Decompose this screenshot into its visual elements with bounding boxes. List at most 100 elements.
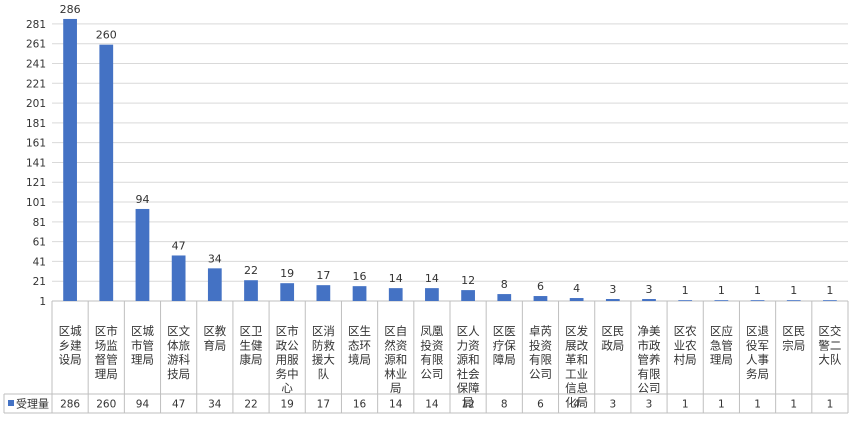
- category-label: 援大: [312, 353, 335, 367]
- category-label: 政公: [276, 338, 299, 352]
- category-label: 化局: [565, 396, 588, 410]
- category-label: 宗局: [782, 338, 805, 352]
- category-label: 区自: [384, 324, 407, 338]
- y-tick-label: 101: [26, 197, 46, 209]
- category-label: 理局: [95, 367, 118, 381]
- category-label: 区民: [782, 324, 805, 338]
- category-label: 态环: [348, 338, 371, 352]
- legend-label: 受理量: [16, 398, 49, 411]
- category-label: 防救: [312, 338, 335, 352]
- data-label: 17: [316, 269, 330, 282]
- bar: [569, 298, 584, 301]
- table-value: 22: [244, 399, 257, 411]
- bar: [99, 44, 114, 301]
- y-tick-label: 121: [26, 177, 46, 189]
- bar: [171, 255, 186, 301]
- bar: [425, 288, 439, 301]
- category-label: 场监: [95, 338, 118, 352]
- data-label: 47: [172, 239, 186, 252]
- table-value: 1: [754, 399, 761, 411]
- category-label: 力资: [457, 338, 480, 352]
- category-label: 净美: [638, 324, 661, 338]
- category-label: 务中: [276, 367, 299, 381]
- category-label: 体旅: [167, 338, 190, 352]
- category-label: 区市: [95, 324, 118, 338]
- category-label: 役军: [746, 338, 769, 352]
- y-tick-label: 241: [26, 58, 46, 70]
- bar: [497, 294, 512, 301]
- category-label: 区消: [312, 324, 335, 338]
- category-label: 投资: [420, 338, 443, 352]
- category-label: 管养: [638, 353, 661, 367]
- table-value: 1: [682, 399, 689, 411]
- table-value: 14: [425, 399, 439, 411]
- category-label: 保障: [457, 381, 480, 395]
- category-label: 警二: [818, 338, 841, 352]
- category-label: 心: [281, 381, 293, 395]
- category-label: 障局: [493, 353, 516, 367]
- category-label: 公司: [420, 367, 443, 381]
- data-label: 14: [389, 272, 403, 285]
- data-label: 1: [754, 284, 761, 297]
- table-value: 17: [317, 399, 330, 411]
- bar: [533, 296, 548, 301]
- category-label: 社会: [457, 367, 480, 381]
- y-tick-label: 141: [26, 157, 46, 169]
- category-label: 区农: [674, 324, 697, 338]
- category-label: 人事: [746, 353, 769, 367]
- y-tick-label: 201: [26, 98, 46, 110]
- y-tick-label: 261: [26, 39, 46, 51]
- category-label: 有限: [529, 353, 552, 367]
- y-tick-label: 281: [26, 19, 46, 31]
- category-label: 展改: [565, 338, 588, 352]
- category-label: 凤凰: [420, 324, 443, 338]
- data-label: 6: [537, 280, 544, 293]
- bar: [642, 299, 656, 301]
- category-label: 局: [390, 381, 402, 395]
- table-value: 14: [389, 399, 403, 411]
- bar: [63, 18, 77, 302]
- table-value: 1: [790, 399, 797, 411]
- table-value: 6: [537, 399, 544, 411]
- category-label: 乡建: [59, 338, 82, 352]
- category-label: 革和: [565, 353, 588, 367]
- category-label: 区退: [746, 324, 769, 338]
- category-label: 市政: [638, 338, 661, 352]
- legend-swatch: [8, 400, 14, 406]
- data-label: 16: [353, 270, 367, 283]
- category-label: 区卫: [240, 324, 263, 338]
- data-label: 94: [135, 193, 149, 206]
- data-label: 14: [425, 272, 439, 285]
- category-label: 理局: [710, 353, 733, 367]
- bar: [714, 300, 729, 301]
- bar: [605, 299, 620, 301]
- bar: [135, 208, 150, 301]
- category-label: 区城: [131, 324, 154, 338]
- bar: [316, 285, 331, 301]
- category-label: 有限: [638, 367, 661, 381]
- table-value: 47: [172, 399, 185, 411]
- y-tick-label: 181: [26, 118, 46, 130]
- table-value: 34: [208, 399, 222, 411]
- category-label: 卓芮: [529, 324, 552, 338]
- data-label: 19: [280, 267, 294, 280]
- category-label: 大队: [818, 353, 841, 367]
- category-label: 务局: [746, 367, 769, 381]
- y-tick-label: 21: [33, 276, 46, 288]
- data-label: 1: [682, 284, 689, 297]
- category-label: 设局: [59, 353, 82, 367]
- y-tick-label: 1: [39, 296, 46, 308]
- category-label: 区文: [167, 324, 190, 338]
- category-label: 投资: [529, 338, 552, 352]
- table-value: 286: [60, 399, 80, 411]
- category-label: 区城: [59, 324, 82, 338]
- bar: [352, 286, 367, 301]
- bar: [750, 300, 765, 301]
- category-label: 育局: [203, 338, 226, 352]
- category-label: 区教: [203, 324, 226, 338]
- data-label: 3: [646, 283, 653, 296]
- category-label: 督管: [95, 353, 118, 367]
- category-label: 康局: [240, 353, 263, 367]
- bar: [461, 290, 475, 301]
